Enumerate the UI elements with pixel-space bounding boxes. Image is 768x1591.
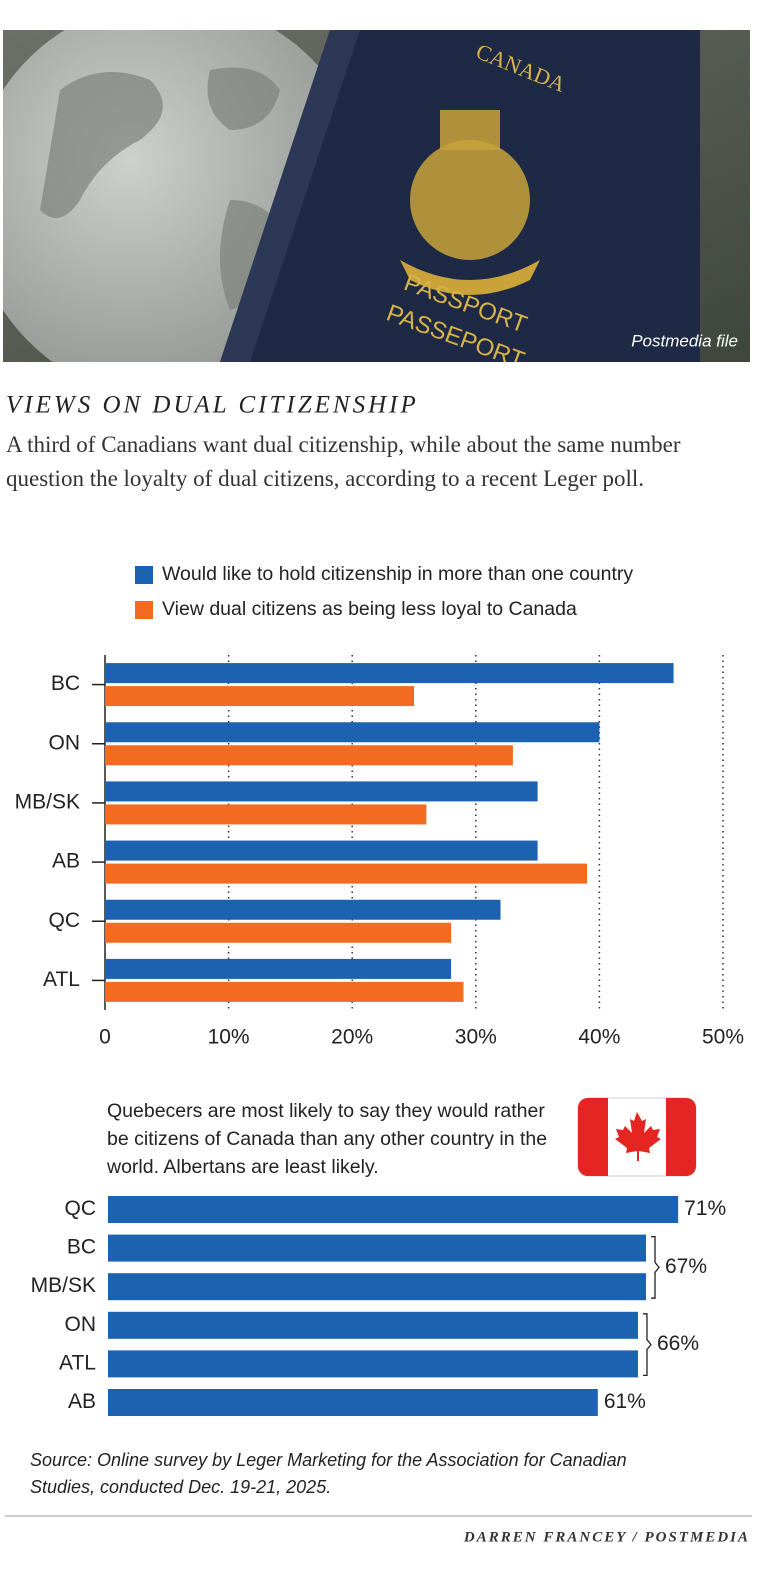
y-tick-label: ATL <box>59 1351 96 1374</box>
x-tick-label: 50% <box>702 1026 744 1049</box>
x-tick-label: 20% <box>331 1026 373 1049</box>
y-tick-label: MB/SK <box>15 790 80 813</box>
value-label: 61% <box>604 1390 646 1413</box>
bar <box>105 781 538 802</box>
flag <box>577 1097 697 1177</box>
y-tick-label: BC <box>51 672 80 695</box>
bar <box>105 840 538 861</box>
chart-note: Quebecers are most likely to say they wo… <box>107 1100 548 1178</box>
bar <box>105 686 414 707</box>
bar <box>105 958 452 979</box>
y-tick-label: ON <box>49 731 81 754</box>
x-tick-label: 10% <box>208 1026 250 1049</box>
x-tick-label: 0 <box>99 1026 111 1049</box>
bracket <box>651 1235 660 1299</box>
bar <box>108 1350 638 1378</box>
bar <box>105 722 600 743</box>
subtitle: A third of Canadians want dual citizensh… <box>6 432 681 491</box>
legend-swatch <box>135 566 153 584</box>
credit: DARREN FRANCEY / POSTMEDIA <box>463 1529 750 1545</box>
value-label: 66% <box>657 1332 699 1355</box>
photo: CANADA PASSPORT PASSEPORT Postmedia file <box>3 30 750 362</box>
bar <box>108 1234 647 1262</box>
bar <box>105 899 501 920</box>
bar <box>108 1389 598 1416</box>
bar <box>105 863 588 884</box>
source: Source: Online survey by Leger Marketing… <box>30 1450 627 1497</box>
y-tick-label: ATL <box>43 968 80 991</box>
y-tick-label: ON <box>65 1313 97 1336</box>
y-tick-label: QC <box>49 909 81 932</box>
y-tick-label: MB/SK <box>31 1274 96 1297</box>
x-tick-label: 30% <box>455 1026 497 1049</box>
bar <box>108 1273 647 1301</box>
bar <box>105 922 452 943</box>
photo-credit: Postmedia file <box>631 331 738 350</box>
y-tick-label: BC <box>67 1236 96 1259</box>
y-tick-label: AB <box>68 1390 96 1413</box>
legend-swatch <box>135 601 153 619</box>
legend-label: View dual citizens as being less loyal t… <box>162 598 577 620</box>
bar <box>108 1196 679 1223</box>
bar <box>105 981 464 1002</box>
value-label: 71% <box>684 1197 726 1220</box>
bracket <box>642 1313 652 1377</box>
bar <box>108 1311 638 1339</box>
y-tick-label: QC <box>65 1197 97 1220</box>
legend-label: Would like to hold citizenship in more t… <box>162 563 633 585</box>
x-tick-label: 40% <box>578 1026 620 1049</box>
bar <box>105 745 513 766</box>
value-label: 67% <box>665 1255 707 1278</box>
bar <box>105 663 674 684</box>
bar <box>105 804 427 825</box>
y-tick-label: AB <box>52 850 80 873</box>
title: VIEWS ON DUAL CITIZENSHIP <box>6 392 419 419</box>
